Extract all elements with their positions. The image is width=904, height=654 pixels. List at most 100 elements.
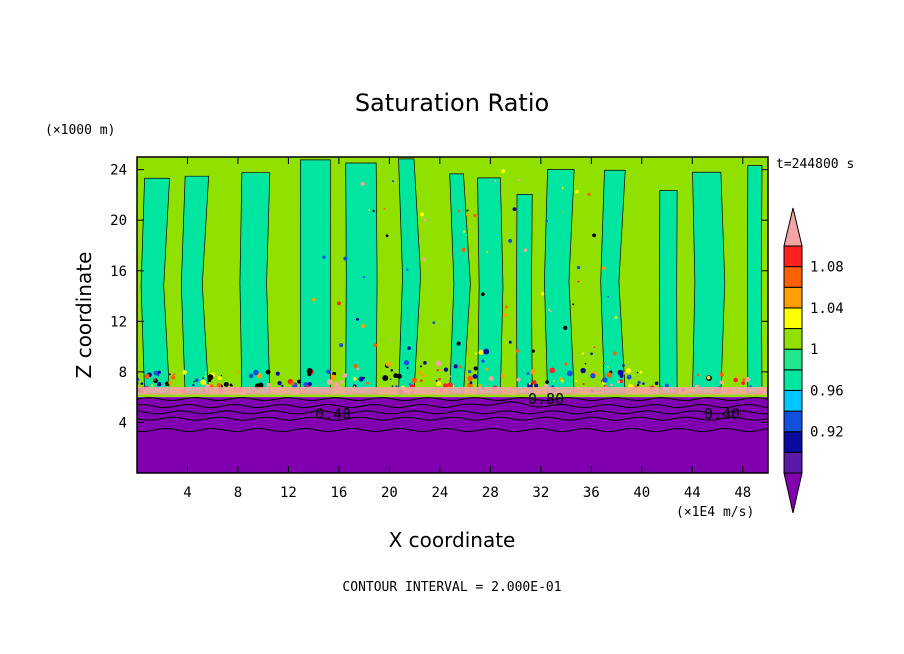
upper-speckle-18 (512, 207, 517, 211)
speckle-147 (207, 374, 214, 381)
teal-column-12 (692, 171, 726, 394)
speckle-41 (592, 370, 596, 374)
x-tick-label-3: 16 (330, 485, 347, 501)
x-tick-label-7: 32 (532, 485, 549, 501)
speckle-221 (275, 371, 280, 376)
upper-speckle-36 (614, 316, 618, 319)
speckle-14 (281, 384, 284, 387)
speckle-150 (277, 380, 282, 386)
speckle-30 (156, 381, 162, 387)
colorbar-box-2 (783, 410, 803, 433)
speckle-235 (443, 367, 449, 372)
speckle-210 (408, 382, 412, 386)
speckle-197 (144, 373, 150, 380)
upper-speckle-17 (360, 323, 365, 328)
speckle-217 (607, 365, 609, 368)
upper-speckle-14 (587, 192, 591, 196)
upper-speckle-30 (457, 209, 461, 213)
x-axis: 4 8 12 16 20 24 28 32 36 40 44 48 (183, 157, 751, 501)
footer-note: CONTOUR INTERVAL = 2.000E-01 (342, 580, 561, 595)
speckle-55 (326, 379, 333, 386)
speckle-251 (307, 381, 312, 387)
speckle-164 (356, 367, 360, 371)
teal-column-2 (239, 172, 271, 394)
colorbar-label-2: 1 (810, 342, 818, 358)
speckle-44 (742, 378, 746, 382)
speckle-16 (436, 381, 442, 387)
contour-label-3: 0.40 (704, 405, 740, 423)
speckle-227 (575, 379, 578, 382)
upper-speckle-34 (422, 257, 426, 262)
speckle-39 (531, 349, 535, 353)
speckle-138 (306, 367, 313, 374)
speckle-10 (580, 367, 586, 374)
upper-speckle-22 (549, 310, 552, 313)
speckle-248 (469, 381, 473, 385)
speckle-211 (157, 370, 161, 374)
speckle-256 (170, 375, 176, 380)
speckle-50 (353, 363, 358, 369)
speckle-172 (307, 372, 312, 377)
colorbar-box-3 (783, 389, 803, 412)
speckle-87 (622, 364, 625, 367)
contour-line-1 (137, 401, 768, 409)
contour-lines (137, 396, 768, 433)
speckle-124 (623, 372, 626, 375)
x-tick-label-2: 12 (280, 485, 297, 501)
upper-speckle-20 (562, 210, 565, 213)
speckle-51 (168, 380, 173, 385)
speckle-224 (443, 383, 448, 388)
speckle-253 (230, 384, 233, 387)
plot-frame (136, 156, 769, 474)
speckle-100 (534, 383, 539, 388)
upper-speckle-33 (339, 343, 344, 348)
upper-speckle-21 (540, 292, 545, 296)
upper-speckle-44 (548, 308, 550, 311)
speckle-127 (625, 368, 632, 374)
speckle-196 (745, 377, 751, 382)
speckle-72 (406, 366, 409, 369)
speckle-133 (526, 372, 530, 375)
upper-speckle-19 (368, 209, 371, 211)
upper-speckle-32 (576, 266, 581, 270)
speckle-112 (485, 367, 489, 371)
speckle-140 (564, 362, 568, 366)
speckle-43 (582, 382, 585, 385)
speckle-156 (253, 369, 259, 376)
speckle-122 (500, 374, 505, 379)
y-axis: 4 8 12 16 20 24 (110, 163, 768, 431)
upper-speckle-52 (501, 169, 506, 174)
speckle-146 (153, 378, 156, 382)
colorbar-box-0 (783, 451, 803, 474)
speckle-68 (626, 374, 632, 380)
speckle-40 (642, 382, 645, 385)
speckle-212 (290, 381, 295, 386)
speckle-35 (602, 377, 608, 383)
colorbar-label-3: 1.04 (810, 301, 844, 317)
upper-speckle-9 (461, 247, 466, 252)
speckle-203 (606, 372, 612, 378)
upper-speckle-53 (508, 238, 513, 243)
speckle-98 (194, 378, 199, 383)
upper-speckle-2 (504, 305, 508, 309)
speckle-9 (636, 371, 639, 374)
speckle-86 (216, 383, 222, 388)
plot-area (137, 157, 768, 473)
speckle-23 (396, 373, 402, 379)
upper-speckle-26 (322, 255, 326, 259)
y-tick-label-2: 12 (110, 314, 127, 330)
speckle-234 (395, 385, 398, 388)
speckle-13 (168, 385, 171, 388)
speckle-231 (330, 374, 337, 381)
y-tick-label-1: 8 (119, 365, 127, 381)
upper-speckle-39 (575, 189, 579, 194)
x-tick-label-9: 40 (633, 485, 650, 501)
speckle-214 (172, 373, 176, 376)
contour-label-1: 0.40 (315, 405, 351, 423)
speckle-192 (619, 373, 624, 378)
upper-speckle-37 (581, 352, 585, 355)
speckle-255 (516, 377, 521, 382)
upper-speckle-35 (486, 250, 488, 253)
colorbar-label-1: 0.96 (810, 383, 844, 399)
